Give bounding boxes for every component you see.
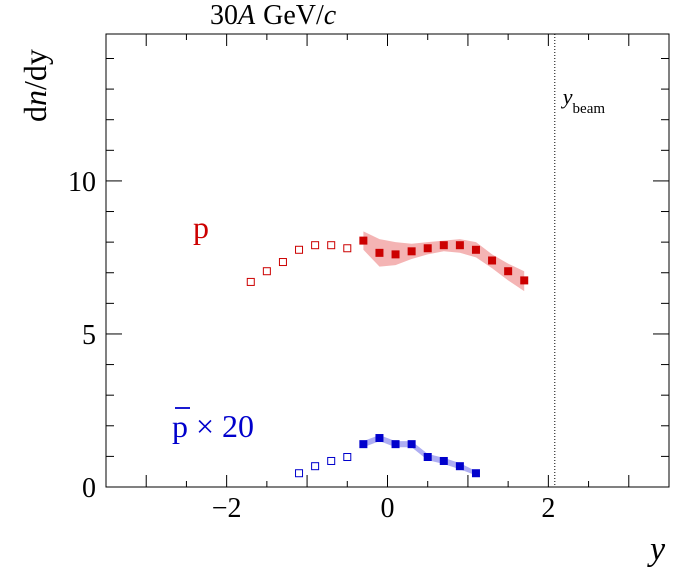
data-point-measured-series-1 (407, 440, 416, 449)
data-point-reflected-series-0 (343, 244, 352, 253)
data-point-measured-series-0 (504, 267, 513, 276)
data-point-measured-series-0 (407, 247, 416, 256)
x-tick-label: 2 (541, 493, 555, 524)
data-point-measured-series-1 (391, 440, 400, 449)
data-point-reflected-series-1 (311, 462, 320, 471)
data-point-measured-series-0 (471, 245, 480, 254)
data-point-measured-series-0 (455, 241, 464, 250)
data-point-reflected-series-1 (327, 456, 336, 465)
data-point-measured-series-1 (439, 456, 448, 465)
data-point-measured-series-0 (375, 248, 384, 257)
series-label-antiproton: p × 20 (172, 408, 254, 444)
x-tick-label: −2 (212, 493, 242, 524)
data-point-measured-series-0 (520, 276, 529, 285)
y-tick-label: 5 (82, 320, 96, 351)
y-tick-label: 10 (68, 167, 96, 198)
data-point-reflected-series-0 (327, 241, 336, 250)
data-point-measured-series-0 (439, 241, 448, 250)
data-point-reflected-series-1 (295, 469, 304, 478)
tick-labels: −2 0 2 0 5 10 (68, 167, 555, 524)
chart-title: 30A GeV/c (210, 0, 337, 31)
data-point-measured-series-0 (391, 250, 400, 259)
data-point-measured-series-1 (455, 462, 464, 471)
data-point-reflected-series-0 (246, 277, 255, 286)
y-axis-label: dn/dy (17, 49, 53, 122)
y-tick-label: 0 (82, 473, 96, 504)
data-point-measured-series-0 (359, 236, 368, 245)
data-point-measured-series-1 (359, 440, 368, 449)
systematic-bands (363, 231, 525, 476)
data-point-measured-series-0 (488, 256, 497, 265)
data-point-reflected-series-0 (311, 241, 320, 250)
data-point-measured-series-1 (471, 469, 480, 478)
data-point-reflected-series-0 (295, 245, 304, 254)
axis-ticks (105, 34, 670, 488)
data-point-reflected-series-0 (278, 258, 287, 267)
data-point-measured-series-1 (423, 453, 432, 462)
data-point-measured-series-0 (423, 244, 432, 253)
data-point-reflected-series-0 (262, 267, 271, 276)
series-label-proton: p (193, 209, 209, 245)
x-tick-label: 0 (381, 493, 395, 524)
x-axis-label: y (647, 531, 666, 568)
data-point-measured-series-1 (375, 434, 384, 443)
beam-rapidity-label: ybeam (561, 84, 606, 117)
systematic-band-series-0 (363, 231, 525, 292)
data-markers (246, 236, 529, 478)
data-point-reflected-series-1 (343, 453, 352, 462)
